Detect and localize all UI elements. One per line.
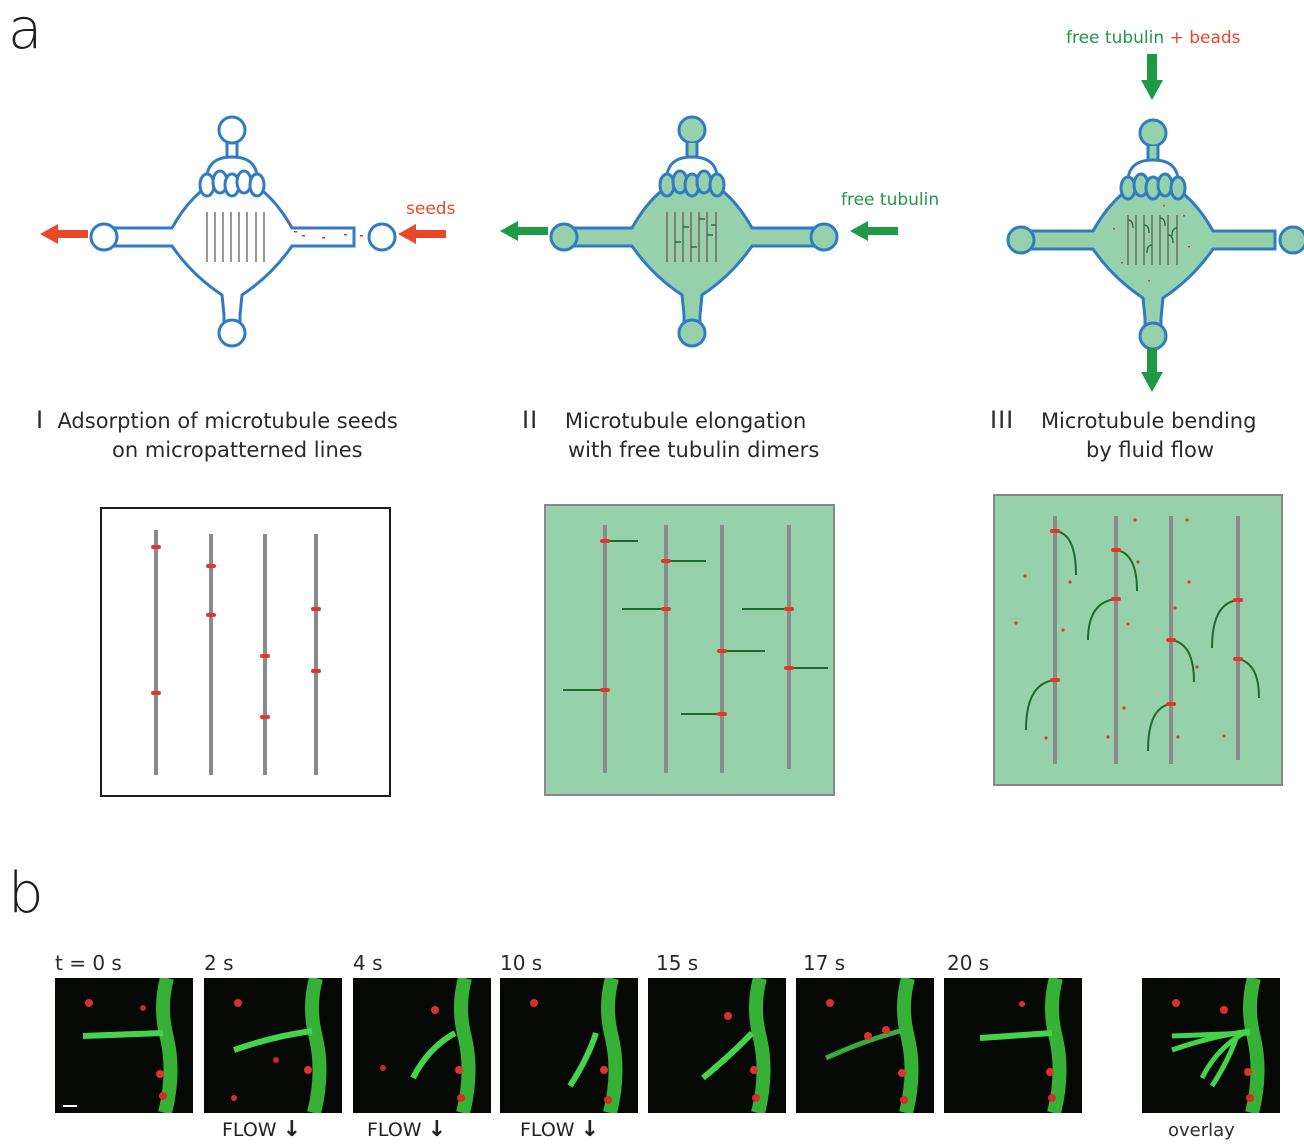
arrow-left-red xyxy=(40,224,88,244)
step-2-number: II xyxy=(522,406,539,434)
down-arrow-icon: ↓ xyxy=(580,1117,600,1142)
beads-text: beads xyxy=(1189,28,1241,48)
schematic-box-1 xyxy=(100,507,391,797)
chamber-3 xyxy=(1006,118,1304,351)
frame-t10 xyxy=(500,978,638,1113)
step-1-line1: Adsorption of microtubule seeds xyxy=(57,409,398,433)
arrow-down-top-green xyxy=(1141,54,1163,100)
free-tubulin-label: free tubulin xyxy=(841,190,940,210)
flow-text-1: FLOW xyxy=(222,1119,277,1141)
time-label-6: 17 s xyxy=(803,951,846,975)
flow-label-1: FLOW ↓ xyxy=(222,1117,301,1142)
down-arrow-icon: ↓ xyxy=(427,1117,447,1142)
panel-b-label: b xyxy=(8,861,44,926)
arrow-free-tubulin-green xyxy=(850,221,898,241)
step-1-number: I xyxy=(36,406,45,434)
frame-t17 xyxy=(796,978,934,1113)
step-1-line2: on micropatterned lines xyxy=(112,438,363,462)
free-tubulin-text: free tubulin xyxy=(1066,28,1165,48)
frame-overlay xyxy=(1142,978,1280,1113)
free-tubulin-beads-label: free tubulin + beads xyxy=(1066,28,1241,48)
chamber-diagrams xyxy=(40,54,1304,392)
time-label-1: t = 0 s xyxy=(55,951,122,975)
frame-overlay-image xyxy=(1171,978,1265,1113)
flow-text-3: FLOW xyxy=(520,1119,575,1141)
schematic-box-2 xyxy=(544,504,835,796)
frame-t0 xyxy=(55,978,193,1113)
schematic-box-3 xyxy=(993,494,1283,786)
seeds-label: seeds xyxy=(406,199,456,219)
panel-a-label: a xyxy=(8,0,43,62)
step-3-number: III xyxy=(990,406,1015,434)
step-3-line2: by fluid flow xyxy=(1086,438,1215,462)
flow-text-2: FLOW xyxy=(367,1119,422,1141)
arrow-seeds-red xyxy=(398,224,446,244)
step-3-line1: Microtubule bending xyxy=(1040,409,1257,433)
frame-t20 xyxy=(944,978,1082,1113)
step-2-line1: Microtubule elongation xyxy=(564,409,807,433)
schematic-boxes xyxy=(100,494,1283,797)
frame-t20-image xyxy=(979,978,1067,1113)
chamber-2 xyxy=(549,115,839,348)
time-label-7: 20 s xyxy=(947,951,990,975)
down-arrow-icon: ↓ xyxy=(282,1117,302,1142)
step-3-caption: III Microtubule bending by fluid flow xyxy=(990,406,1290,465)
frame-t2 xyxy=(204,978,342,1113)
step-1-caption: I Adsorption of microtubule seeds on mic… xyxy=(36,406,436,465)
step-2-line2: with free tubulin dimers xyxy=(568,438,820,462)
overlay-label: overlay xyxy=(1168,1120,1235,1141)
step-2-caption: II Microtubule elongation with free tubu… xyxy=(522,406,852,465)
frame-t10-image xyxy=(530,978,623,1113)
time-label-2: 2 s xyxy=(204,951,234,975)
frame-t4 xyxy=(353,978,491,1113)
frame-t0-image xyxy=(63,978,178,1113)
chamber-1 xyxy=(89,115,397,348)
frame-t2-image xyxy=(231,978,327,1113)
time-label-5: 15 s xyxy=(656,951,699,975)
plus-text: + xyxy=(1169,28,1184,48)
frame-t17-image xyxy=(824,978,919,1113)
frame-t15-image xyxy=(701,978,771,1113)
time-label-3: 4 s xyxy=(353,951,383,975)
time-label-4: 10 s xyxy=(500,951,543,975)
frame-t15 xyxy=(648,978,786,1113)
flow-label-3: FLOW ↓ xyxy=(520,1117,599,1142)
arrow-left-green xyxy=(500,221,548,241)
frame-t4-image xyxy=(380,978,476,1113)
arrow-down-bottom-green xyxy=(1141,348,1163,392)
flow-label-2: FLOW ↓ xyxy=(367,1117,446,1142)
